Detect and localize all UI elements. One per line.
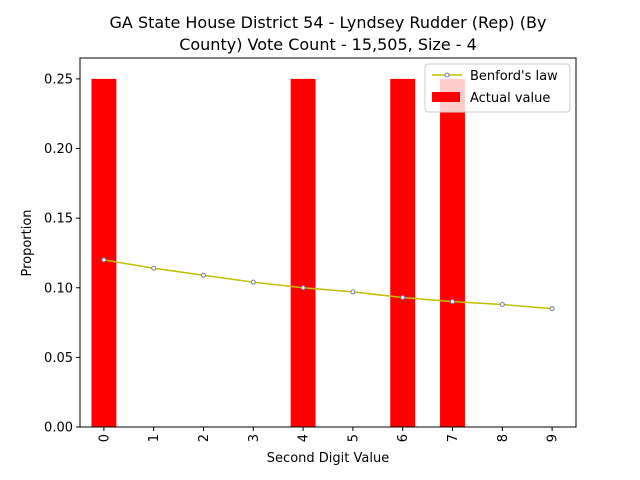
legend-actual-label: Actual value bbox=[470, 91, 550, 106]
y-axis: 0.00 0.05 0.10 0.15 0.20 0.25 bbox=[44, 72, 80, 436]
bar-series bbox=[91, 78, 465, 428]
y-tick-label: 0.05 bbox=[44, 351, 73, 366]
plot-area-frame bbox=[79, 57, 577, 428]
y-tick-label: 0.00 bbox=[44, 421, 73, 436]
bar-digit-0 bbox=[91, 78, 117, 428]
x-tick-label: 9 bbox=[546, 434, 561, 442]
x-axis: 0 1 2 3 4 5 6 7 8 9 bbox=[97, 427, 561, 442]
benford-point-8 bbox=[499, 301, 505, 307]
x-tick-label: 4 bbox=[297, 434, 312, 442]
x-axis-label: Second Digit Value bbox=[267, 451, 389, 466]
legend-benford-marker bbox=[444, 72, 450, 78]
benford-point-0 bbox=[101, 257, 107, 263]
legend-benford-label: Benford's law bbox=[470, 69, 558, 84]
benford-point-5 bbox=[350, 289, 356, 295]
bar-digit-4 bbox=[290, 78, 316, 428]
legend-actual-swatch bbox=[432, 92, 460, 102]
x-tick-label: 1 bbox=[147, 434, 162, 442]
chart-title-line-2: County) Vote Count - 15,505, Size - 4 bbox=[179, 35, 477, 54]
x-tick-label: 3 bbox=[247, 434, 262, 442]
y-axis-label: Proportion bbox=[20, 209, 35, 276]
y-tick-label: 0.25 bbox=[44, 72, 73, 87]
x-tick-label: 2 bbox=[197, 434, 212, 442]
x-tick-label: 5 bbox=[346, 434, 361, 442]
x-tick-label: 8 bbox=[496, 434, 511, 442]
legend-box bbox=[424, 63, 571, 113]
benford-point-1 bbox=[151, 265, 157, 271]
chart-title-line-1: GA State House District 54 - Lyndsey Rud… bbox=[110, 13, 547, 32]
bar-digit-7 bbox=[440, 78, 465, 428]
benford-point-9 bbox=[549, 306, 555, 312]
legend: Benford's law Actual value bbox=[424, 63, 571, 113]
x-tick-label: 0 bbox=[97, 434, 112, 442]
y-tick-label: 0.20 bbox=[44, 142, 73, 157]
y-tick-label: 0.10 bbox=[44, 281, 73, 296]
benford-line-series bbox=[101, 257, 555, 312]
benford-point-7 bbox=[449, 299, 455, 305]
x-tick-label: 7 bbox=[446, 434, 461, 442]
benford-point-6 bbox=[400, 295, 406, 301]
benford-point-3 bbox=[250, 279, 256, 285]
benford-point-2 bbox=[201, 272, 207, 278]
benford-line bbox=[103, 259, 553, 310]
benford-point-4 bbox=[300, 285, 306, 291]
x-tick-label: 6 bbox=[396, 434, 411, 442]
bar-digit-6 bbox=[390, 78, 416, 428]
y-tick-label: 0.15 bbox=[44, 212, 73, 227]
